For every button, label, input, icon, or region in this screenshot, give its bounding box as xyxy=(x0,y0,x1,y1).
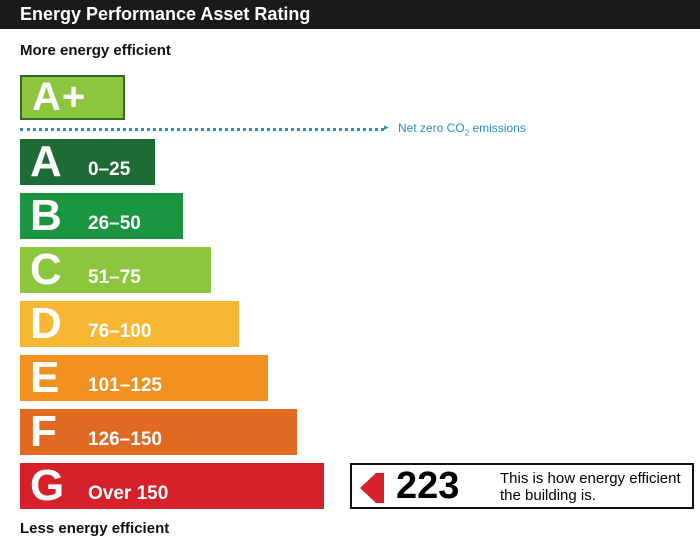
band-b: B 26–50 xyxy=(20,193,183,239)
band-a-plus: A+ xyxy=(20,75,125,120)
more-efficient-label: More energy efficient xyxy=(20,42,171,59)
band-f: F 126–150 xyxy=(20,409,297,455)
band-letter: B xyxy=(30,191,62,240)
band-d: D 76–100 xyxy=(20,301,239,347)
band-range: 51–75 xyxy=(88,267,141,288)
less-efficient-label: Less energy efficient xyxy=(20,520,170,537)
band-letter: E xyxy=(30,353,60,402)
band-e: E 101–125 xyxy=(20,355,268,401)
band-range: 26–50 xyxy=(88,213,141,234)
band-range: 76–100 xyxy=(88,321,152,342)
band-range: 0–25 xyxy=(88,159,131,180)
net-zero-arrow-icon: ▸ xyxy=(384,122,389,132)
band-letter: D xyxy=(30,299,62,348)
band-letter: A xyxy=(30,137,62,186)
band-range: Over 150 xyxy=(88,483,169,504)
band-g: G Over 150 xyxy=(20,463,324,509)
band-c: C 51–75 xyxy=(20,247,211,293)
band-range: 101–125 xyxy=(88,375,162,396)
chart-title: Energy Performance Asset Rating xyxy=(0,0,700,29)
net-zero-label: Net zero CO2 emissions xyxy=(398,121,526,138)
rating-score: 223 xyxy=(396,465,460,507)
band-letter: C xyxy=(30,245,62,294)
band-letter: G xyxy=(30,461,65,510)
band-letter: F xyxy=(30,407,57,456)
net-zero-dotted-line xyxy=(20,128,384,131)
band-range: 126–150 xyxy=(88,429,162,450)
rating-indicator: 223 This is how energy efficient the bui… xyxy=(350,463,694,509)
rating-pointer-body xyxy=(376,473,384,503)
rating-caption: This is how energy efficient the buildin… xyxy=(500,470,681,504)
rating-pointer-icon xyxy=(360,473,376,503)
band-a: A 0–25 xyxy=(20,139,155,185)
